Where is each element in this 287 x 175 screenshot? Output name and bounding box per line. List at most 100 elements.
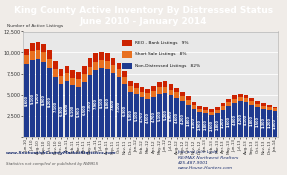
Text: 9,200: 9,200 — [36, 92, 40, 103]
Text: 3,600: 3,600 — [227, 116, 231, 127]
Bar — [249, 101, 254, 105]
Bar — [24, 48, 29, 55]
Text: 4,500: 4,500 — [146, 112, 150, 123]
Bar — [122, 40, 132, 46]
Text: 4,200: 4,200 — [238, 113, 242, 124]
Text: 6,500: 6,500 — [82, 104, 86, 115]
Bar — [65, 66, 69, 73]
Bar — [163, 93, 168, 136]
Text: 5,200: 5,200 — [163, 109, 167, 120]
Bar — [261, 109, 266, 136]
Bar — [168, 95, 173, 136]
Bar — [93, 70, 98, 136]
Bar — [244, 95, 248, 98]
Text: 5,100: 5,100 — [134, 110, 138, 121]
Bar — [140, 87, 144, 92]
Text: 4,900: 4,900 — [169, 110, 173, 121]
Bar — [209, 115, 214, 136]
Bar — [244, 98, 248, 102]
Bar — [215, 107, 220, 110]
Bar — [157, 94, 162, 136]
Bar — [53, 77, 58, 136]
Text: Non-Distressed Listings   82%: Non-Distressed Listings 82% — [135, 64, 200, 68]
Bar — [267, 105, 272, 107]
Text: 4,600: 4,600 — [175, 112, 179, 123]
Text: 9,100: 9,100 — [30, 93, 34, 104]
Text: Statistics not compiled or published by NWMLS: Statistics not compiled or published by … — [6, 162, 98, 166]
Bar — [59, 69, 63, 76]
Bar — [82, 66, 87, 74]
Text: REO - Bank Listings   9%: REO - Bank Listings 9% — [135, 41, 189, 45]
Bar — [226, 106, 231, 136]
Bar — [151, 86, 156, 91]
Bar — [117, 63, 121, 69]
Bar — [122, 63, 132, 69]
Bar — [30, 51, 34, 60]
Bar — [273, 107, 277, 108]
Bar — [203, 107, 208, 110]
Bar — [232, 103, 237, 136]
Text: 3,200: 3,200 — [267, 118, 271, 128]
Bar — [197, 112, 202, 136]
Text: 3,000: 3,000 — [273, 118, 277, 129]
Bar — [146, 99, 150, 136]
Bar — [209, 109, 214, 111]
Text: 7,100: 7,100 — [117, 101, 121, 112]
Bar — [273, 108, 277, 111]
Bar — [88, 58, 92, 67]
Bar — [47, 50, 52, 59]
Bar — [122, 51, 132, 58]
Bar — [273, 111, 277, 136]
Bar — [128, 81, 133, 86]
Bar — [238, 94, 243, 97]
Bar — [203, 110, 208, 113]
Text: Joss and Julie Lyda
RE/MAX Northwest Realtors
425-487-9001
www.House-Hunters.com: Joss and Julie Lyda RE/MAX Northwest Rea… — [178, 150, 238, 170]
Text: 8,200: 8,200 — [48, 97, 52, 107]
Bar — [180, 92, 185, 96]
Text: 2,900: 2,900 — [198, 119, 202, 130]
Bar — [168, 90, 173, 95]
Bar — [70, 85, 75, 136]
Bar — [70, 71, 75, 78]
Bar — [232, 99, 237, 103]
Bar — [180, 96, 185, 101]
Text: 5,900: 5,900 — [76, 106, 80, 117]
Bar — [220, 106, 225, 110]
Bar — [111, 73, 115, 136]
Bar — [267, 107, 272, 110]
Bar — [76, 87, 81, 136]
Bar — [163, 81, 168, 87]
Bar — [232, 95, 237, 99]
Bar — [82, 74, 87, 82]
Bar — [261, 103, 266, 106]
Text: 7,900: 7,900 — [94, 98, 98, 109]
Bar — [36, 59, 40, 136]
Bar — [111, 58, 115, 65]
Bar — [255, 107, 260, 136]
Text: 4,700: 4,700 — [140, 111, 144, 122]
Bar — [24, 55, 29, 64]
Bar — [215, 110, 220, 113]
Bar — [209, 111, 214, 115]
Text: 6,300: 6,300 — [59, 104, 63, 116]
Bar — [82, 82, 87, 136]
Bar — [168, 84, 173, 90]
Text: 2,800: 2,800 — [203, 119, 208, 130]
Bar — [105, 69, 110, 136]
Bar — [157, 82, 162, 88]
Bar — [174, 98, 179, 136]
Bar — [30, 43, 34, 51]
Bar — [117, 77, 121, 136]
Text: 6,300: 6,300 — [123, 104, 127, 116]
Bar — [215, 113, 220, 136]
Text: 7,100: 7,100 — [53, 101, 57, 112]
Text: 2,800: 2,800 — [215, 119, 219, 130]
Bar — [220, 103, 225, 106]
Bar — [267, 110, 272, 136]
Bar — [117, 69, 121, 77]
Bar — [30, 60, 34, 136]
Bar — [261, 106, 266, 109]
Bar — [59, 76, 63, 84]
Bar — [65, 73, 69, 81]
Bar — [41, 44, 46, 52]
